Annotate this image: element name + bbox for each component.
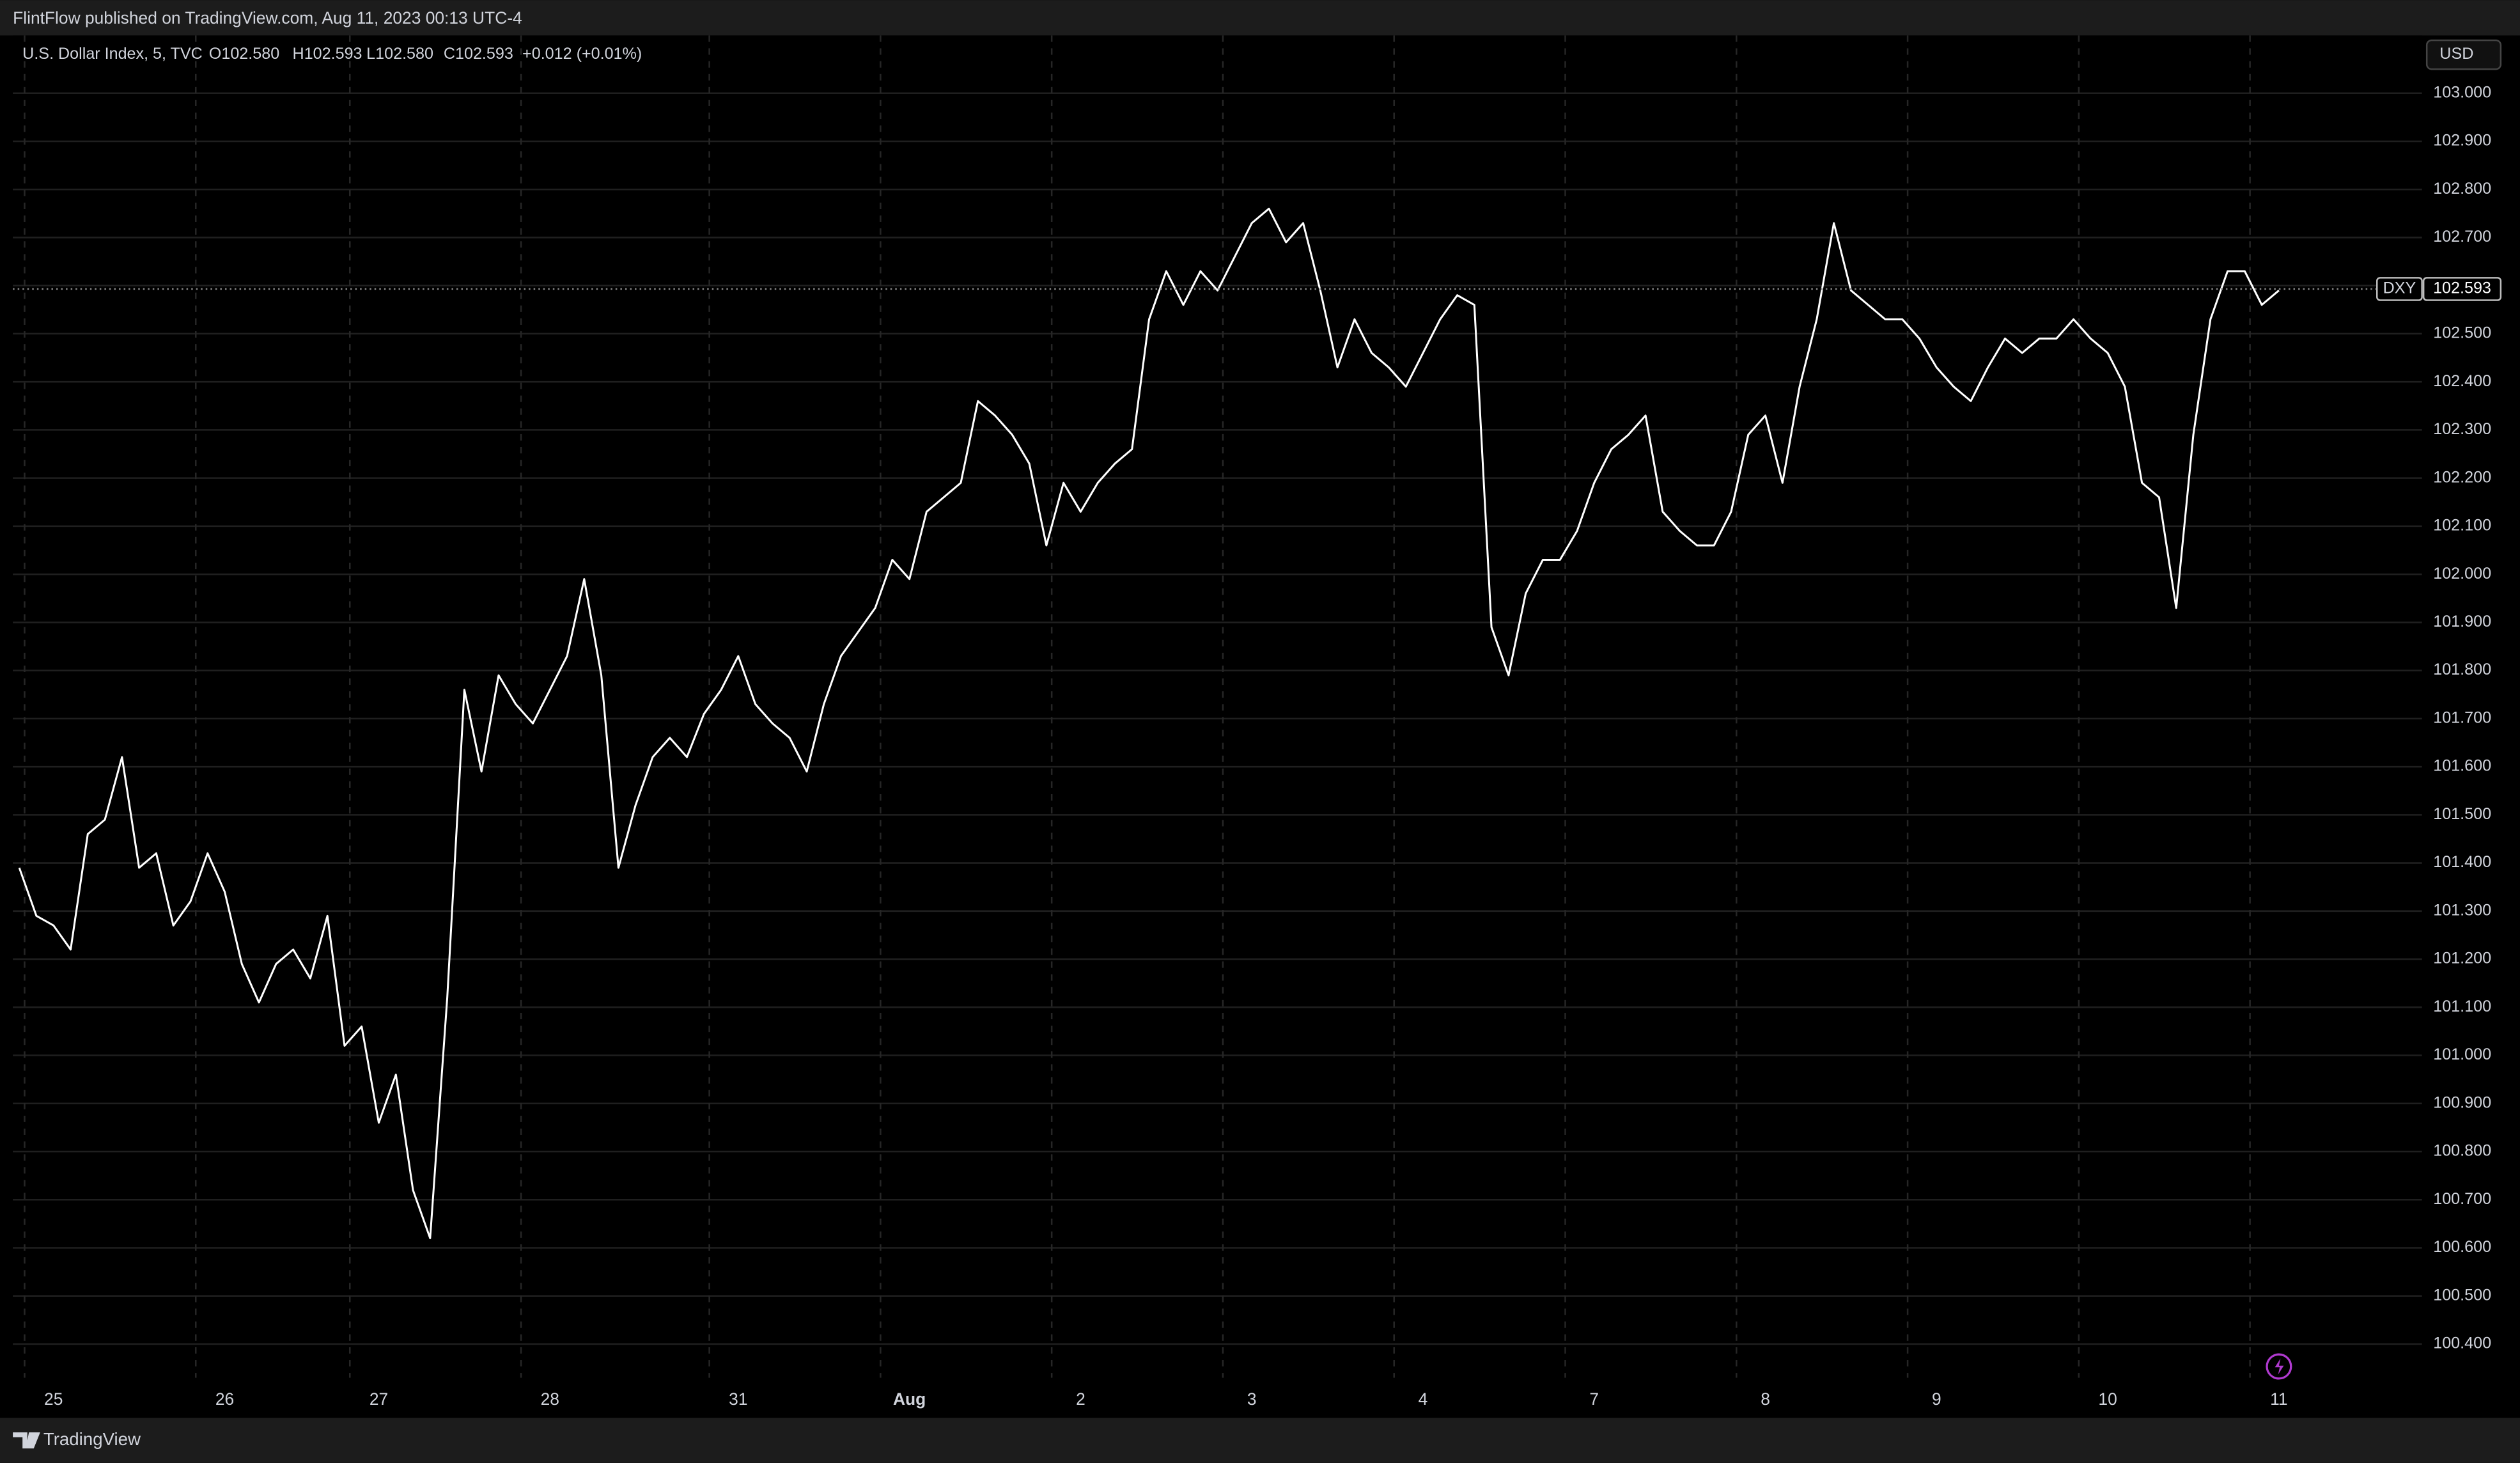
y-tick-label: 100.700	[2433, 1190, 2491, 1208]
y-tick-label: 100.400	[2433, 1334, 2491, 1352]
footer-bar	[0, 1418, 2520, 1463]
y-tick-label: 101.100	[2433, 997, 2491, 1015]
x-tick-label: 10	[2098, 1389, 2117, 1409]
x-tick-label: 7	[1589, 1389, 1599, 1409]
x-tick-label: 4	[1419, 1389, 1428, 1409]
y-tick-label: 101.200	[2433, 950, 2491, 967]
y-tick-label: 101.800	[2433, 661, 2491, 678]
x-tick-label: 26	[215, 1389, 234, 1409]
y-tick-label: 101.400	[2433, 853, 2491, 871]
y-tick-label: 102.200	[2433, 468, 2491, 486]
y-tick-label: 102.400	[2433, 372, 2491, 390]
y-tick-label: 102.500	[2433, 324, 2491, 342]
x-tick-label: 25	[44, 1389, 63, 1409]
x-tick-label: Aug	[893, 1389, 926, 1409]
header-bar	[0, 0, 2520, 36]
last-price-name: DXY	[2383, 279, 2416, 297]
y-tick-label: 103.000	[2433, 83, 2491, 101]
change: +0.012 (+0.01%)	[522, 45, 642, 63]
brand-name: TradingView	[43, 1429, 141, 1449]
y-tick-label: 102.000	[2433, 565, 2491, 583]
ohlc-high: H102.593	[293, 45, 362, 63]
x-tick-label: 11	[2270, 1389, 2287, 1409]
y-tick-label: 102.100	[2433, 517, 2491, 535]
y-tick-label: 100.500	[2433, 1286, 2491, 1304]
y-tick-label: 100.900	[2433, 1093, 2491, 1111]
last-price-value: 102.593	[2433, 279, 2491, 297]
alert-icon[interactable]	[2266, 1353, 2292, 1380]
ohlc-low: L102.580	[366, 45, 433, 63]
plot-area: 103.000102.900102.800102.700102.600102.5…	[13, 35, 2491, 1409]
y-tick-label: 101.600	[2433, 757, 2491, 775]
y-tick-label: 101.700	[2433, 708, 2491, 726]
y-tick-label: 100.600	[2433, 1238, 2491, 1256]
ohlc-open: O102.580	[209, 45, 279, 63]
plot-background	[13, 35, 2422, 1378]
y-tick-label: 101.500	[2433, 805, 2491, 823]
y-tick-label: 101.900	[2433, 613, 2491, 630]
currency-button[interactable]	[2425, 39, 2502, 70]
y-tick-label: 102.700	[2433, 228, 2491, 246]
y-tick-label: 102.800	[2433, 180, 2491, 198]
ohlc-close: C102.593	[444, 45, 513, 63]
x-tick-label: 28	[541, 1389, 559, 1409]
y-tick-label: 102.900	[2433, 132, 2491, 150]
currency-label[interactable]: USD	[2439, 45, 2473, 63]
symbol: U.S. Dollar Index, 5, TVC	[22, 45, 203, 63]
last-price-box	[2422, 277, 2502, 301]
x-tick-label: 31	[729, 1389, 747, 1409]
y-tick-label: 100.800	[2433, 1142, 2491, 1160]
last-price-name-box	[2376, 277, 2423, 301]
published-line: FlintFlow published on TradingView.com, …	[13, 8, 522, 27]
x-tick-label: 2	[1076, 1389, 1085, 1409]
brand-logo	[13, 1432, 40, 1449]
x-tick-label: 3	[1247, 1389, 1257, 1409]
y-tick-label: 102.300	[2433, 420, 2491, 438]
x-tick-label: 9	[1932, 1389, 1941, 1409]
x-tick-label: 8	[1761, 1389, 1770, 1409]
x-tick-label: 27	[369, 1389, 388, 1409]
y-tick-label: 101.300	[2433, 901, 2491, 919]
price-line	[18, 207, 2280, 1239]
y-tick-label: 101.000	[2433, 1045, 2491, 1063]
